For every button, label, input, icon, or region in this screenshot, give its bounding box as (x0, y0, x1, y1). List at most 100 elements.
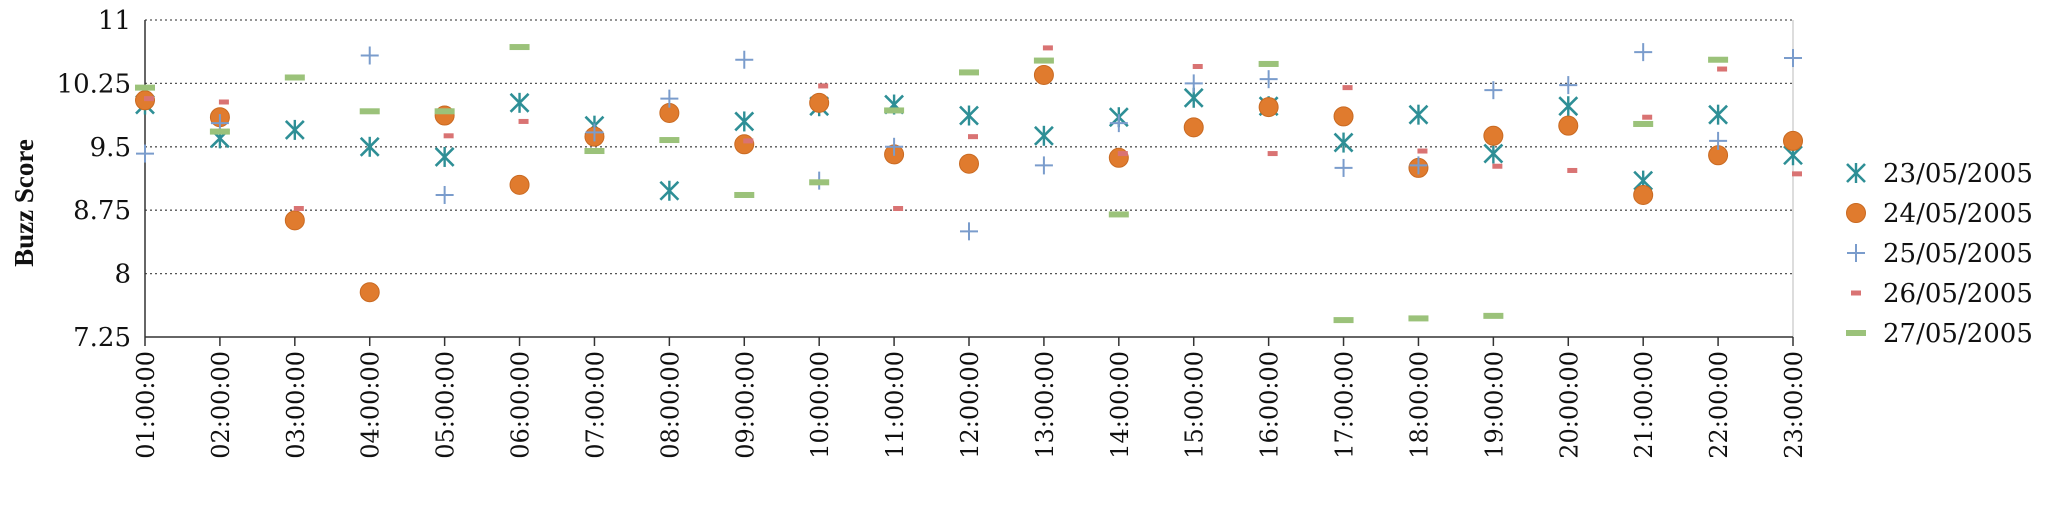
data-point (1192, 63, 1203, 69)
data-point (144, 96, 154, 102)
data-point (1109, 114, 1128, 133)
data-point (1408, 104, 1429, 125)
data-point (584, 148, 605, 155)
data-point (443, 133, 454, 139)
series-23-05-2005 (135, 87, 1803, 201)
data-point (1558, 115, 1579, 136)
x-tick-label: 21:00:00 (1630, 351, 1658, 459)
data-point (1783, 130, 1803, 151)
data-point (136, 144, 154, 163)
data-point (1183, 117, 1204, 138)
data-point (518, 118, 529, 124)
data-point (734, 191, 755, 198)
data-point (1484, 81, 1503, 100)
y-tick-label: 10.25 (57, 69, 131, 99)
data-point (1033, 57, 1054, 64)
data-point (359, 136, 380, 157)
data-point (360, 46, 379, 65)
series-24-05-2005 (135, 64, 1803, 303)
data-point (1708, 56, 1729, 63)
data-point (1258, 97, 1279, 118)
legend: 23/05/2005 24/05/2005 25/05/2005 26/05/2005… (1846, 159, 2033, 349)
data-point (1408, 315, 1429, 322)
legend-marker (1851, 290, 1861, 296)
data-point (660, 89, 679, 108)
data-point (1417, 148, 1428, 154)
data-point (1108, 211, 1129, 218)
y-tick-label: 11 (98, 6, 131, 36)
data-point (734, 111, 755, 132)
data-point (959, 105, 979, 126)
data-point (1033, 64, 1054, 85)
series-25-05-2005 (136, 43, 1802, 241)
axis-layer: 7.25 8 8.75 9.5 10.25 11 01:00:00 02:00:00 03:00… (57, 6, 1808, 459)
data-point (893, 206, 904, 212)
grid-layer (145, 19, 1794, 337)
data-point (509, 174, 530, 195)
x-tick-label: 19:00:00 (1480, 351, 1508, 459)
x-tick-label: 13:00:00 (1031, 351, 1059, 459)
data-point (809, 92, 830, 113)
x-tick-label: 14:00:00 (1106, 351, 1134, 459)
data-point (1033, 125, 1054, 146)
y-tick-label: 8.75 (73, 196, 131, 226)
data-point (818, 83, 829, 89)
x-tick-label: 05:00:00 (432, 351, 460, 459)
data-point (959, 153, 979, 174)
x-tick-label: 03:00:00 (282, 351, 310, 459)
legend-marker (1847, 244, 1865, 262)
data-point (284, 210, 305, 231)
data-point (968, 134, 978, 140)
data-point (135, 84, 155, 91)
data-point (1042, 45, 1053, 51)
data-point (1034, 156, 1053, 175)
data-point (1483, 125, 1504, 146)
data-point (434, 108, 455, 115)
x-tick-label: 07:00:00 (581, 351, 609, 459)
data-point (1117, 151, 1128, 157)
legend-item: 23/05/2005 (1846, 159, 2033, 189)
data-point (293, 206, 304, 212)
data-point (1633, 184, 1654, 205)
data-point (1483, 312, 1504, 319)
data-point (1642, 114, 1653, 120)
data-point (1409, 156, 1428, 175)
data-point (359, 108, 380, 115)
data-point (1792, 171, 1802, 177)
data-point (1633, 120, 1654, 127)
data-point (735, 50, 754, 69)
data-point (509, 44, 530, 51)
data-point (960, 222, 978, 241)
legend-label: 24/05/2005 (1883, 199, 2033, 229)
legend-item: 26/05/2005 (1851, 279, 2033, 309)
data-point (1709, 131, 1728, 150)
legend-label: 27/05/2005 (1883, 319, 2033, 349)
data-point (585, 123, 604, 142)
data-point (1717, 66, 1728, 72)
data-point (1492, 163, 1503, 169)
data-point (209, 128, 230, 135)
legend-marker (1846, 203, 1866, 223)
data-point (1483, 143, 1504, 164)
series-27-05-2005 (135, 44, 1729, 324)
x-tick-label: 17:00:00 (1331, 351, 1359, 459)
data-point (435, 185, 454, 204)
legend-label: 23/05/2005 (1883, 159, 2033, 189)
data-point (1333, 317, 1354, 324)
data-point (659, 137, 680, 144)
x-tick-label: 04:00:00 (357, 351, 385, 459)
data-point (809, 179, 830, 186)
data-point (1259, 70, 1278, 89)
data-point (734, 134, 755, 155)
data-point (1559, 76, 1578, 95)
x-tick-label: 08:00:00 (656, 351, 684, 459)
marks-layer (135, 43, 1803, 324)
x-tick-label: 23:00:00 (1780, 351, 1808, 459)
x-tick-label: 20:00:00 (1555, 351, 1583, 459)
y-tick-label: 8 (114, 260, 131, 290)
data-point (1334, 158, 1353, 177)
data-point (434, 146, 455, 167)
data-point (1634, 43, 1653, 62)
data-point (1184, 74, 1203, 93)
